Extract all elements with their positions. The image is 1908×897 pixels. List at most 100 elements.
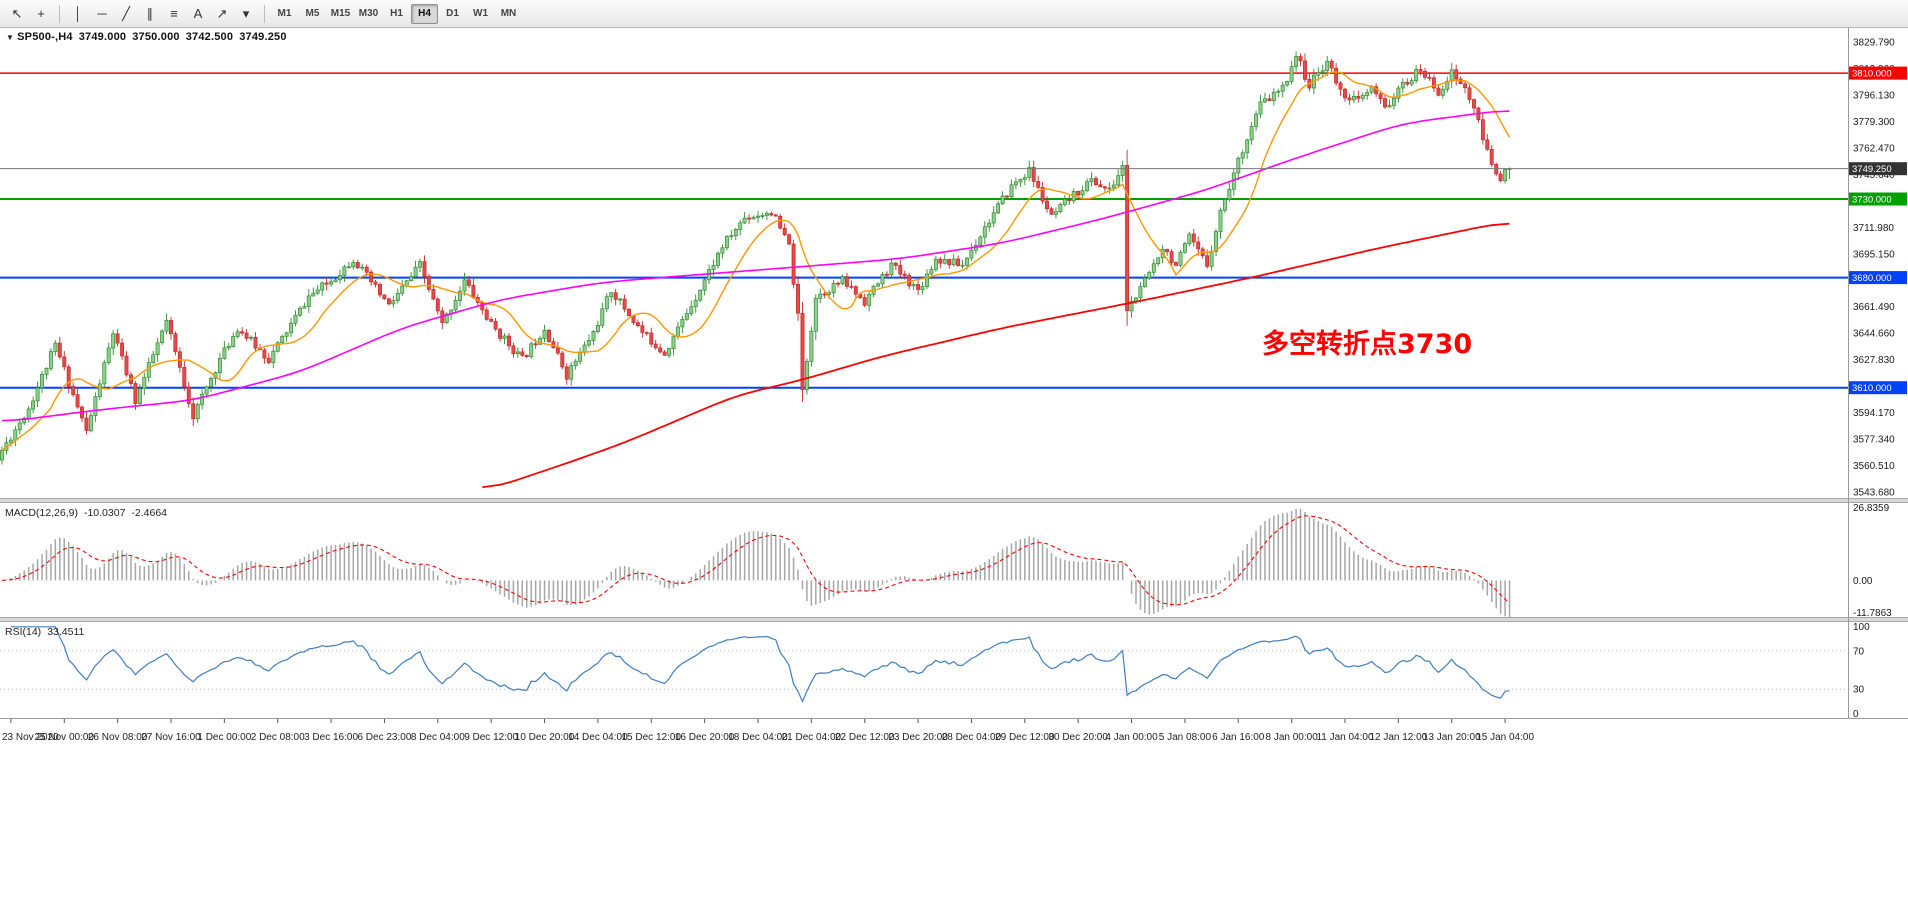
svg-text:4 Jan 00:00: 4 Jan 00:00 <box>1105 732 1158 743</box>
svg-text:3796.130: 3796.130 <box>1853 90 1895 101</box>
svg-text:0: 0 <box>1853 709 1859 720</box>
svg-text:25 Nov 00:00: 25 Nov 00:00 <box>35 732 95 743</box>
svg-text:-11.7863: -11.7863 <box>1853 608 1892 619</box>
macd-indicator-label: MACD(12,26,9) -10.0307 -2.4664 <box>5 507 173 519</box>
timeframe-m1-button[interactable]: M1 <box>277 8 292 19</box>
rsi-value: 33.4511 <box>47 626 85 638</box>
price-axis[interactable]: 3829.7903812.9603796.1303779.3003762.470… <box>1849 38 1907 721</box>
svg-text:0.00: 0.00 <box>1853 576 1873 587</box>
svg-text:21 Dec 04:00: 21 Dec 04:00 <box>782 732 842 743</box>
svg-text:30: 30 <box>1853 685 1865 696</box>
svg-text:3779.300: 3779.300 <box>1853 117 1895 128</box>
price-panel[interactable] <box>0 51 1848 488</box>
svg-text:3695.150: 3695.150 <box>1853 249 1895 260</box>
svg-text:3560.510: 3560.510 <box>1853 461 1895 472</box>
svg-text:3644.660: 3644.660 <box>1853 329 1895 340</box>
timeframe-toolbar: M1 M5 M15 M30 H1 H4 D1 W1 MN <box>271 3 523 24</box>
crosshair-icon[interactable]: + <box>37 6 45 21</box>
annotation-text[interactable]: 多空转折点3730 <box>1262 329 1473 360</box>
timeframe-d1-button[interactable]: D1 <box>446 8 459 19</box>
macd-name: MACD(12,26,9) <box>5 507 78 519</box>
candlesticks[interactable] <box>0 51 1512 465</box>
svg-text:9 Dec 12:00: 9 Dec 12:00 <box>464 732 518 743</box>
macd-main-value: -10.0307 <box>83 507 126 519</box>
mid-ma-line[interactable] <box>1 110 1510 422</box>
svg-text:6 Dec 23:00: 6 Dec 23:00 <box>357 732 411 743</box>
fibonacci-retracement-icon[interactable]: ≡ <box>170 6 178 21</box>
macd-signal-line <box>1 515 1510 606</box>
toolbar-separator <box>59 4 60 23</box>
svg-text:29 Dec 12:00: 29 Dec 12:00 <box>995 732 1055 743</box>
macd-panel[interactable] <box>1 508 1511 617</box>
symbol-info: ▼ SP500-,H4 3749.000 3750.000 3742.500 3749.2… <box>6 31 293 43</box>
bar-high-value: 3750.000 <box>132 31 180 43</box>
symbol-timeframe-label: SP500-,H4 <box>17 31 73 43</box>
panel-separator[interactable] <box>0 498 1908 503</box>
text-label-icon[interactable]: A <box>193 6 203 21</box>
toolbar-separator <box>264 4 265 23</box>
svg-text:15 Dec 12:00: 15 Dec 12:00 <box>622 732 682 743</box>
drawing-toolbar: ↖ + │ ─ ╱ ∥ ≡ A ↗ ▾ <box>5 3 271 25</box>
svg-text:27 Nov 16:00: 27 Nov 16:00 <box>141 732 201 743</box>
trendline-icon[interactable]: ╱ <box>122 5 130 21</box>
svg-text:15 Jan 04:00: 15 Jan 04:00 <box>1476 732 1534 743</box>
svg-text:12 Jan 12:00: 12 Jan 12:00 <box>1369 732 1427 743</box>
rsi-panel[interactable] <box>0 626 1848 704</box>
chart-expander-icon[interactable]: ▼ <box>6 33 15 42</box>
timeframe-h1-button[interactable]: H1 <box>390 8 403 19</box>
svg-text:26 Nov 08:00: 26 Nov 08:00 <box>88 732 148 743</box>
svg-text:100: 100 <box>1853 622 1870 633</box>
svg-text:6 Jan 16:00: 6 Jan 16:00 <box>1212 732 1265 743</box>
svg-text:3711.980: 3711.980 <box>1853 223 1894 234</box>
svg-text:3810.000: 3810.000 <box>1852 69 1892 80</box>
timeframe-mn-button[interactable]: MN <box>500 8 517 19</box>
svg-text:18 Dec 04:00: 18 Dec 04:00 <box>728 732 788 743</box>
timeframe-m15-button[interactable]: M15 <box>330 8 351 19</box>
svg-text:3730.000: 3730.000 <box>1852 195 1892 206</box>
timeframe-w1-button[interactable]: W1 <box>473 8 488 19</box>
svg-text:3610.000: 3610.000 <box>1852 383 1892 394</box>
svg-text:3749.250: 3749.250 <box>1852 164 1892 175</box>
macd-signal-value: -2.4664 <box>131 507 168 519</box>
svg-text:23 Dec 20:00: 23 Dec 20:00 <box>888 732 948 743</box>
cursor-icon[interactable]: ↖ <box>11 5 23 21</box>
svg-text:5 Jan 08:00: 5 Jan 08:00 <box>1159 732 1212 743</box>
svg-text:8 Dec 04:00: 8 Dec 04:00 <box>411 732 465 743</box>
timeframe-m30-button[interactable]: M30 <box>358 8 379 19</box>
svg-text:3745.640: 3745.640 <box>1853 170 1895 181</box>
svg-text:70: 70 <box>1853 646 1865 657</box>
rsi-indicator-label: RSI(14) 33.4511 <box>5 626 90 638</box>
svg-text:3543.680: 3543.680 <box>1853 488 1895 499</box>
chart-area[interactable]: 3829.7903812.9603796.1303779.3003762.470… <box>0 28 1908 760</box>
objects-list-dropdown-icon[interactable]: ▾ <box>242 5 250 21</box>
svg-text:3 Dec 16:00: 3 Dec 16:00 <box>304 732 358 743</box>
svg-text:13 Jan 20:00: 13 Jan 20:00 <box>1423 732 1481 743</box>
bar-low-value: 3742.500 <box>185 31 234 43</box>
bar-close-value: 3749.250 <box>239 31 287 43</box>
timeframe-h4-button[interactable]: H4 <box>411 3 438 24</box>
svg-text:3661.490: 3661.490 <box>1853 302 1895 313</box>
chart-canvas[interactable]: 3829.7903812.9603796.1303779.3003762.470… <box>0 28 1908 760</box>
svg-text:3627.830: 3627.830 <box>1853 355 1895 366</box>
svg-text:2 Dec 08:00: 2 Dec 08:00 <box>251 732 305 743</box>
svg-text:28 Dec 04:00: 28 Dec 04:00 <box>942 732 1002 743</box>
fast-ma-line[interactable] <box>1 71 1511 452</box>
svg-text:3829.790: 3829.790 <box>1853 38 1895 49</box>
rsi-name: RSI(14) <box>5 626 42 638</box>
toolbar: ↖ + │ ─ ╱ ∥ ≡ A ↗ ▾ M1 M5 M15 M30 H1 H4 D1 W1 MN <box>0 0 1908 28</box>
panel-separator[interactable] <box>0 617 1908 622</box>
horizontal-line-icon[interactable]: ─ <box>97 6 107 21</box>
svg-text:16 Dec 20:00: 16 Dec 20:00 <box>675 732 735 743</box>
arrow-objects-icon[interactable]: ↗ <box>216 5 228 21</box>
svg-text:11 Jan 04:00: 11 Jan 04:00 <box>1316 732 1374 743</box>
equidistant-channel-icon[interactable]: ∥ <box>146 5 154 21</box>
svg-text:30 Dec 20:00: 30 Dec 20:00 <box>1048 732 1108 743</box>
svg-text:3577.340: 3577.340 <box>1853 435 1895 446</box>
svg-text:1 Dec 00:00: 1 Dec 00:00 <box>197 732 251 743</box>
slow-ma-line[interactable] <box>482 222 1510 488</box>
vertical-line-icon[interactable]: │ <box>73 6 83 21</box>
bar-open-value: 3749.000 <box>78 31 127 43</box>
timeframe-m5-button[interactable]: M5 <box>305 8 320 19</box>
